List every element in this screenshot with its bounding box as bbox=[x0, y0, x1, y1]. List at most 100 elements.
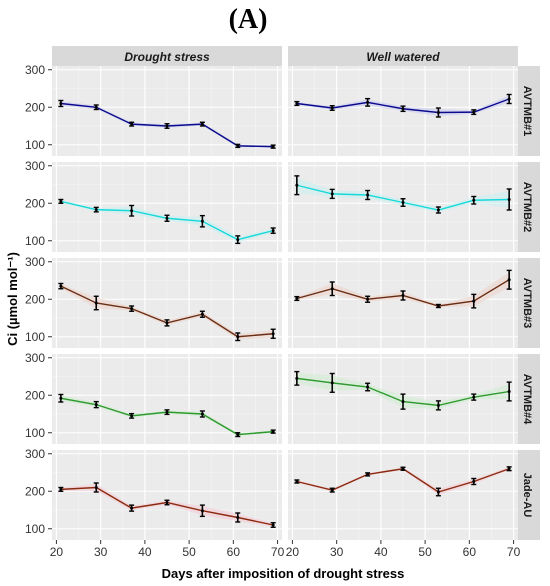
row-strip-label: AVTMB#2 bbox=[521, 182, 533, 233]
y-tick-label: 200 bbox=[25, 196, 45, 210]
confidence-band bbox=[296, 372, 510, 409]
data-point bbox=[366, 193, 370, 197]
data-point bbox=[130, 122, 134, 126]
row-strip bbox=[514, 66, 540, 156]
y-tick-label: 200 bbox=[25, 388, 45, 402]
panel-drought-0 bbox=[52, 66, 282, 156]
data-point bbox=[200, 509, 204, 513]
data-point bbox=[94, 486, 98, 489]
column-strip bbox=[288, 46, 518, 66]
data-point bbox=[130, 506, 134, 510]
data-point bbox=[472, 198, 476, 202]
data-point bbox=[366, 385, 370, 389]
row-strip-label: AVTMB#4 bbox=[521, 374, 533, 425]
y-tick-label: 300 bbox=[25, 63, 45, 77]
panel-drought-4 bbox=[52, 450, 282, 540]
panel-well_watered-0 bbox=[288, 66, 518, 156]
data-point bbox=[436, 490, 440, 494]
panel-drought-2 bbox=[52, 258, 282, 348]
row-strip bbox=[514, 162, 540, 252]
y-tick-label: 300 bbox=[25, 447, 45, 461]
y-tick-label: 300 bbox=[25, 255, 45, 269]
panel-well_watered-2 bbox=[288, 258, 518, 348]
y-tick-label: 100 bbox=[25, 138, 45, 152]
row-strip bbox=[514, 450, 540, 540]
data-point bbox=[507, 390, 511, 393]
confidence-band bbox=[296, 467, 510, 495]
x-tick-label: 20 bbox=[286, 545, 300, 559]
data-point bbox=[94, 403, 98, 407]
data-point bbox=[401, 400, 405, 404]
data-point bbox=[401, 294, 405, 297]
data-point bbox=[472, 395, 476, 399]
x-tick-label: 40 bbox=[138, 545, 152, 559]
y-tick-label: 200 bbox=[25, 292, 45, 306]
confidence-band bbox=[296, 272, 510, 308]
data-point bbox=[200, 122, 204, 126]
data-point bbox=[165, 216, 169, 220]
x-tick-label: 60 bbox=[463, 545, 477, 559]
x-tick-label: 20 bbox=[50, 545, 64, 559]
data-point bbox=[59, 102, 63, 105]
data-point bbox=[59, 199, 63, 203]
row-strip bbox=[514, 354, 540, 444]
data-point bbox=[436, 304, 440, 308]
data-point bbox=[271, 229, 275, 233]
data-point bbox=[401, 107, 405, 111]
x-tick-label: 30 bbox=[94, 545, 108, 559]
data-point bbox=[472, 480, 476, 483]
data-point bbox=[271, 332, 275, 336]
x-tick-label: 70 bbox=[507, 545, 521, 559]
data-point bbox=[271, 430, 275, 434]
data-point bbox=[330, 381, 334, 385]
data-point bbox=[330, 287, 334, 291]
data-point bbox=[165, 124, 169, 128]
data-point bbox=[330, 192, 334, 196]
data-point bbox=[94, 208, 98, 212]
x-tick-label: 70 bbox=[271, 545, 285, 559]
data-point bbox=[271, 523, 275, 527]
data-point bbox=[59, 284, 63, 288]
y-tick-label: 200 bbox=[25, 484, 45, 498]
panel-well_watered-4 bbox=[288, 450, 518, 540]
data-point bbox=[130, 414, 134, 418]
data-point bbox=[507, 467, 511, 471]
x-tick-label: 40 bbox=[374, 545, 388, 559]
y-tick-label: 100 bbox=[25, 522, 45, 536]
data-point bbox=[295, 376, 299, 380]
y-tick-label: 300 bbox=[25, 159, 45, 173]
data-point bbox=[436, 111, 440, 114]
row-strip-label: AVTMB#3 bbox=[521, 278, 533, 329]
confidence-band bbox=[60, 395, 274, 437]
data-point bbox=[330, 106, 334, 110]
y-tick-label: 100 bbox=[25, 330, 45, 344]
confidence-band bbox=[60, 483, 274, 527]
data-point bbox=[295, 102, 299, 105]
data-point bbox=[59, 396, 63, 400]
data-point bbox=[200, 312, 204, 316]
data-point bbox=[236, 144, 240, 148]
data-point bbox=[295, 183, 299, 187]
data-point bbox=[366, 100, 370, 104]
row-strip-label: Jade-AU bbox=[521, 473, 533, 518]
data-point bbox=[165, 410, 169, 414]
data-point bbox=[472, 110, 476, 114]
y-tick-label: 200 bbox=[25, 100, 45, 114]
data-point bbox=[130, 307, 134, 311]
data-point bbox=[94, 301, 98, 305]
column-strip-label: Drought stress bbox=[124, 50, 210, 64]
confidence-band bbox=[296, 95, 510, 117]
row-strip-label: AVTMB#1 bbox=[521, 86, 533, 137]
data-point bbox=[330, 488, 334, 492]
data-point bbox=[507, 198, 511, 201]
confidence-band bbox=[296, 177, 510, 213]
data-point bbox=[165, 321, 169, 325]
data-point bbox=[507, 278, 511, 282]
x-tick-label: 50 bbox=[182, 545, 196, 559]
y-axis-title: Ci (µmol mol⁻¹) bbox=[5, 252, 20, 346]
data-point bbox=[200, 219, 204, 223]
x-axis-title: Days after imposition of drought stress bbox=[162, 566, 405, 581]
panel-drought-3 bbox=[52, 354, 282, 444]
data-point bbox=[295, 480, 299, 483]
y-tick-label: 100 bbox=[25, 234, 45, 248]
